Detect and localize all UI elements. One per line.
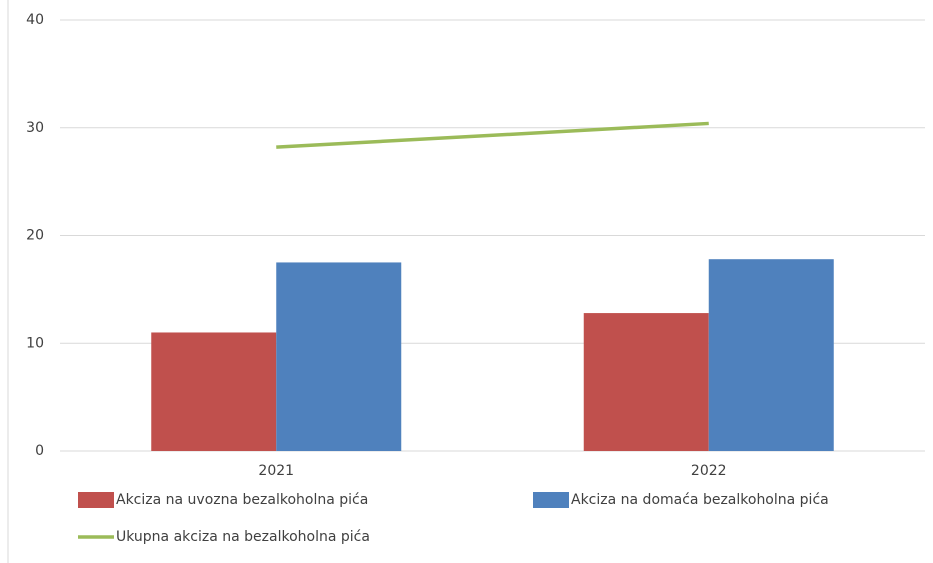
legend-label: Akciza na domaća bezalkoholna pića: [571, 492, 829, 508]
y-tick-label: 0: [35, 443, 44, 459]
legend-swatch: [533, 492, 569, 508]
bar: [151, 332, 277, 451]
x-tick-label: 2021: [258, 463, 294, 479]
legend-label: Akciza na uvozna bezalkoholna pića: [116, 492, 368, 508]
y-tick-label: 10: [26, 335, 44, 351]
bar: [276, 262, 402, 451]
y-tick-label: 30: [26, 120, 44, 136]
y-tick-label: 20: [26, 228, 44, 244]
x-tick-label: 2022: [691, 463, 727, 479]
legend-swatch: [78, 492, 114, 508]
bar: [583, 313, 709, 451]
bar: [708, 259, 834, 451]
line: [276, 121, 709, 149]
legend-label: Ukupna akciza na bezalkoholna pića: [116, 529, 370, 545]
y-tick-label: 40: [26, 12, 44, 28]
